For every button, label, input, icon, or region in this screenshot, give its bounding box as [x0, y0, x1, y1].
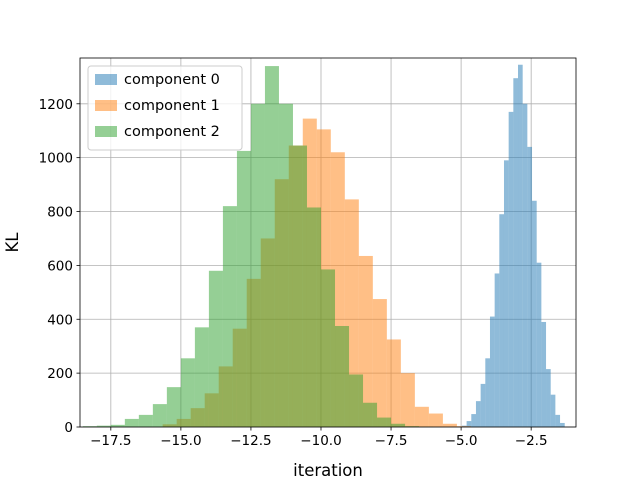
histogram-bar — [363, 402, 378, 427]
histogram-bar — [264, 66, 279, 427]
histogram-bar — [522, 103, 528, 427]
histogram-bar — [349, 374, 364, 427]
histogram-bar — [513, 78, 519, 427]
histogram-bar — [222, 206, 237, 427]
histogram-bar — [138, 414, 153, 427]
histogram-bar — [166, 387, 181, 427]
histogram-bar — [278, 103, 293, 427]
legend-label: component 1 — [124, 98, 220, 114]
series-2-bars — [82, 66, 434, 428]
histogram-bar — [442, 423, 457, 427]
histogram-bar — [250, 103, 265, 427]
histogram-bar — [292, 145, 307, 427]
histogram-bar — [536, 262, 542, 427]
y-tick-label: 600 — [47, 258, 73, 274]
histogram-bar — [152, 404, 167, 427]
x-tick-label: −15.0 — [160, 433, 201, 449]
legend-label: component 2 — [124, 124, 220, 140]
histogram-bar — [471, 414, 476, 427]
y-tick-label: 400 — [47, 312, 73, 328]
histogram-bar — [335, 325, 350, 427]
histogram-bar — [82, 426, 97, 427]
histogram-bar — [386, 339, 401, 427]
x-tick-label: −2.5 — [515, 433, 548, 449]
histogram-bar — [96, 425, 111, 427]
histogram-bar — [405, 426, 420, 427]
histogram-bar — [456, 426, 471, 427]
histogram-bar — [518, 64, 523, 427]
y-tick-label: 1000 — [39, 151, 73, 167]
x-axis-title: iteration — [293, 461, 363, 480]
y-tick-label: 0 — [64, 420, 73, 436]
x-tick-label: −7.5 — [375, 433, 408, 449]
axis-ticks: −17.5 −15.0 −12.5 −10.0 −7.5 −5.0 −2.5 0 200 400 6… — [39, 97, 548, 449]
histogram-bar — [194, 327, 209, 427]
y-tick-label: 200 — [47, 366, 73, 382]
x-tick-label: −17.5 — [90, 433, 131, 449]
histogram-bar — [550, 394, 556, 427]
legend-swatch — [95, 74, 117, 85]
histogram-bar — [377, 417, 392, 427]
legend-swatch — [95, 126, 117, 137]
histogram-bar — [527, 146, 533, 427]
histogram-bar — [499, 214, 504, 427]
histogram-bar — [532, 200, 537, 427]
histogram-bar — [475, 401, 481, 427]
histogram-bar — [400, 373, 415, 427]
histogram-bar — [466, 421, 472, 427]
histogram-bar — [494, 273, 500, 427]
x-tick-label: −5.0 — [445, 433, 478, 449]
histogram-bar — [180, 358, 195, 427]
x-tick-label: −10.0 — [300, 433, 341, 449]
histogram-bar — [489, 316, 495, 427]
histogram-bar — [555, 414, 561, 427]
histogram-bar — [480, 383, 486, 427]
legend-label: component 0 — [124, 72, 220, 88]
histogram-bar — [391, 423, 406, 427]
histogram-bar — [236, 150, 251, 428]
x-tick-label: −12.5 — [230, 433, 271, 449]
histogram-bar — [372, 299, 387, 427]
histogram-bar — [560, 422, 565, 427]
histogram-bar — [541, 321, 547, 427]
histogram-bar — [428, 413, 443, 427]
y-axis-title: KL — [3, 232, 22, 253]
legend-frame — [87, 65, 243, 151]
histogram-bar — [546, 369, 551, 427]
histogram-bar — [414, 406, 429, 427]
y-tick-label: 1200 — [39, 97, 73, 113]
legend: component 0 component 1 component 2 — [87, 65, 243, 151]
histogram-bar — [306, 207, 321, 427]
histogram-bar — [208, 270, 223, 427]
histogram-bars — [82, 64, 565, 428]
histogram-bar — [320, 269, 336, 427]
legend-swatch — [95, 100, 117, 111]
histogram-bar — [508, 111, 514, 427]
y-tick-label: 800 — [47, 205, 73, 221]
histogram-bar — [503, 160, 509, 427]
plot-area-frame — [79, 57, 577, 428]
histogram-bar — [110, 424, 125, 427]
series-0-bars — [461, 64, 565, 427]
histogram-bar — [124, 418, 139, 427]
histogram-bar — [485, 358, 490, 427]
